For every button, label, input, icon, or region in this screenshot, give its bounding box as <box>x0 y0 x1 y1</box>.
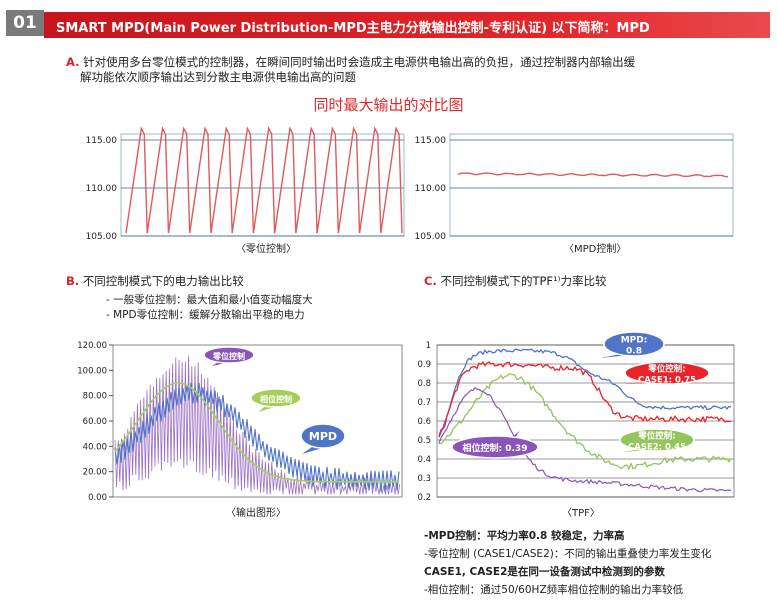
left-chart-ytick: 110.00 <box>86 184 118 194</box>
output-chart-frame <box>112 344 403 498</box>
zero-case1-tpf-line <box>438 361 732 437</box>
right-chart-frame <box>449 133 734 237</box>
tpf-ytick: 0.3 <box>417 474 431 484</box>
section-b-title: B. 不同控制模式下的电力输出比较 <box>66 273 244 289</box>
page-title: SMART MPD(Main Power Distribution-MPD主电力… <box>56 21 650 36</box>
tpf-ytick: 0.7 <box>417 398 431 408</box>
mpd-control-flat-line <box>457 172 729 178</box>
phase-tpf-line <box>438 386 732 493</box>
right-chart-ytick: 115.00 <box>415 136 447 146</box>
section-a-line1: A. 针对使用多台零位模式的控制器，在瞬间同时输出时会造成主电源供电输出高的负担… <box>66 54 635 70</box>
right-chart-ytick: 105.00 <box>415 232 447 242</box>
note-4: -相位控制：通过50/60HZ频率相位控制的输出力率较低 <box>424 584 684 596</box>
output-chart-caption: 〈输出图形〉 <box>226 508 286 519</box>
mpd-tpf-label-text: 0.8 <box>626 347 642 357</box>
section-number: 01 <box>6 10 44 36</box>
note-1: -MPD控制：平均力率0.8 较稳定，力率高 <box>424 530 625 542</box>
tpf-ytick: 0.5 <box>417 436 431 446</box>
output-chart-ytick: 0.00 <box>88 493 107 503</box>
zero-case2-tpf-label <box>619 428 695 452</box>
section-a-text1: 针对使用多台零位模式的控制器，在瞬间同时输出时会造成主电源供电输出高的负担，通过… <box>83 55 636 69</box>
zero-case2-tpf-label-text: CASE2: 0.45 <box>628 443 686 453</box>
zero-case1-tpf-label <box>624 361 710 385</box>
tpf-ytick: 0.9 <box>417 360 431 370</box>
section-b-bullet1: - 一般零位控制：最大值和最小值变动幅度大 <box>106 294 313 306</box>
tpf-ytick: 0.8 <box>417 379 431 389</box>
note-2: -零位控制 (CASE1/CASE2)：不同的输出重叠使力率发生变化 <box>424 548 712 560</box>
zero-case2-tpf-line <box>438 373 732 471</box>
left-chart-ytick: 105.00 <box>86 232 118 242</box>
phase-tpf-label-text: 相位控制: 0.39 <box>463 442 528 454</box>
mpd-tpf-label <box>603 331 665 357</box>
mpd-label-text: MPD <box>309 430 337 443</box>
mpd-output-line <box>114 382 400 492</box>
output-chart-ytick: 100.00 <box>77 366 107 376</box>
section-b-marker: B. <box>66 274 80 288</box>
tpf-ytick: 1 <box>426 341 431 351</box>
output-chart-ytick: 40.00 <box>83 442 107 452</box>
phase-control-label-text: 相位控制 <box>260 394 292 404</box>
section-c-marker: C. <box>424 274 437 288</box>
compare-title: 同时最大输出的对比图 <box>313 96 464 114</box>
section-b-text: 不同控制模式下的电力输出比较 <box>82 274 244 288</box>
right-chart-ytick: 110.00 <box>415 184 447 194</box>
mpd-tpf-line <box>438 348 732 438</box>
right-chart-caption: 〈MPD控制〉 <box>564 244 627 255</box>
zero-case1-tpf-label-text: 零位控制: <box>647 364 685 375</box>
phase-control-label <box>250 388 302 408</box>
note-3: CASE1, CASE2是在同一设备测试中检测到的参数 <box>424 566 665 578</box>
zero-control-label-text: 零位控制 <box>212 351 245 361</box>
zero-control-sawtooth-line <box>125 126 403 234</box>
output-chart-ytick: 60.00 <box>83 417 107 427</box>
zero-case1-tpf-label-text: CASE1: 0.75 <box>638 376 696 386</box>
output-chart-ytick: 20.00 <box>83 468 107 478</box>
tpf-ytick: 0.4 <box>417 455 431 465</box>
section-b-bullet2: - MPD零位控制：缓解分散输出平稳的电力 <box>106 309 305 321</box>
zero-control-label <box>203 346 255 364</box>
section-a-marker: A. <box>66 55 80 69</box>
left-chart-caption: 〈零位控制〉 <box>236 244 296 255</box>
section-c-text: 不同控制模式下的TPF¹⁾力率比较 <box>440 274 607 288</box>
output-chart-ytick: 120.00 <box>77 341 107 351</box>
section-a-line2: 解功能依次顺序输出达到分散主电源供电输出高的问题 <box>80 70 356 84</box>
phase-control-output-line <box>114 382 399 483</box>
tpf-ytick: 0.2 <box>417 493 431 503</box>
tpf-ytick: 0.6 <box>417 417 431 427</box>
header-banner: SMART MPD(Main Power Distribution-MPD主电力… <box>44 12 770 38</box>
left-chart-ytick: 115.00 <box>86 136 118 146</box>
output-chart-ytick: 80.00 <box>83 392 107 402</box>
mpd-tpf-label-text: MPD: <box>621 336 648 346</box>
zero-case2-tpf-label-text: 零位控制: <box>637 431 675 442</box>
section-c-title: C. 不同控制模式下的TPF¹⁾力率比较 <box>424 273 606 289</box>
phase-tpf-label <box>451 435 539 459</box>
mpd-label <box>300 423 346 449</box>
tpf-chart-caption: 〈TPF〉 <box>562 508 600 519</box>
